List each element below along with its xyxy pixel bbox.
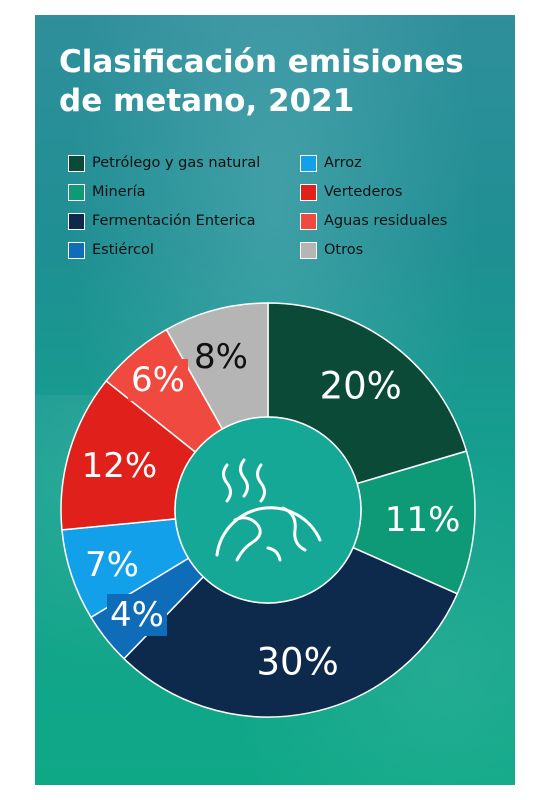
- legend-item: Fermentación Enterica: [68, 211, 300, 231]
- legend-swatch: [300, 212, 317, 230]
- legend-item: Petrólego y gas natural: [68, 153, 300, 173]
- legend-label: Arroz: [324, 155, 362, 171]
- legend-item: Vertederos: [300, 182, 500, 202]
- data-label: 4%: [110, 595, 164, 635]
- chart-legend: Petrólego y gas natural Arroz Minería Verte…: [68, 153, 508, 260]
- legend-item: Aguas residuales: [300, 211, 500, 231]
- legend-item: Otros: [300, 240, 500, 260]
- data-label-box: [107, 594, 167, 636]
- chart-title: Clasificación emisiones de metano, 2021: [59, 44, 464, 119]
- legend-item: Arroz: [300, 153, 500, 173]
- legend-item: Minería: [68, 182, 300, 202]
- data-label: 20%: [320, 364, 402, 407]
- data-label: 8%: [194, 337, 248, 377]
- legend-swatch: [68, 154, 85, 172]
- legend-label: Aguas residuales: [324, 213, 448, 229]
- legend-swatch: [300, 183, 317, 201]
- legend-swatch: [300, 241, 317, 259]
- legend-label: Vertederos: [324, 184, 403, 200]
- methane-earth-icon: [215, 458, 322, 562]
- legend-label: Petrólego y gas natural: [92, 155, 261, 171]
- data-label: 30%: [257, 641, 339, 684]
- legend-label: Fermentación Enterica: [92, 213, 256, 229]
- legend-swatch: [68, 212, 85, 230]
- legend-swatch: [68, 241, 85, 259]
- legend-swatch: [300, 154, 317, 172]
- legend-label: Minería: [92, 184, 146, 200]
- data-label: 6%: [131, 360, 185, 400]
- legend-label: Estiércol: [92, 242, 154, 258]
- legend-label: Otros: [324, 242, 364, 258]
- data-label: 12%: [82, 446, 158, 486]
- legend-item: Estiércol: [68, 240, 300, 260]
- data-label: 11%: [385, 500, 461, 540]
- donut-hole: [174, 416, 362, 604]
- data-label-box: [128, 359, 188, 401]
- data-label: 7%: [85, 545, 139, 585]
- legend-swatch: [68, 183, 85, 201]
